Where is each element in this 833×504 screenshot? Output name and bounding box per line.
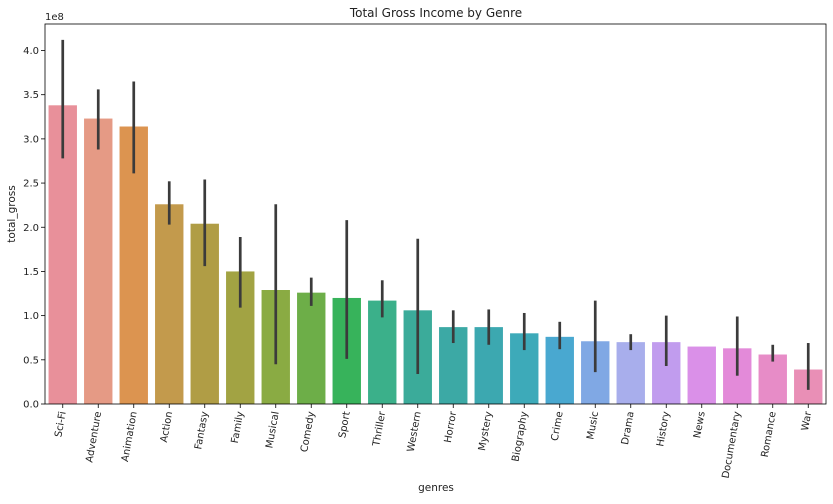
x-tick-label: Fantasy: [193, 411, 211, 451]
y-tick-label: 1.0: [23, 311, 39, 322]
bar-action: [155, 204, 184, 404]
x-tick-label: News: [692, 411, 708, 440]
x-tick-label: Sport: [337, 411, 353, 439]
error-bars-group: [61, 39, 810, 390]
plot-frame: [44, 23, 827, 405]
y-tick-label: 3.0: [23, 134, 39, 145]
y-tick-label: 1.5: [23, 267, 39, 278]
x-tick-label: Mystery: [477, 411, 495, 452]
x-tick-label: Documentary: [721, 411, 744, 480]
chart-title: Total Gross Income by Genre: [349, 6, 522, 20]
y-tick-label: 0.5: [23, 355, 39, 366]
bar-adventure: [84, 118, 113, 404]
x-axis-label: genres: [418, 482, 454, 494]
y-tick-label: 4.0: [23, 46, 39, 57]
y-axis-label: total_gross: [6, 185, 18, 242]
y-axis: 0.0 0.5 1.0 1.5 2.0 2.5 3.0 3.5 4.0: [23, 46, 45, 411]
x-tick-label: Music: [585, 411, 601, 441]
y-tick-label: 2.5: [23, 179, 39, 190]
x-tick-label: History: [655, 411, 672, 448]
x-tick-label: Animation: [120, 411, 140, 463]
bar-romance: [758, 354, 787, 404]
y-tick-label: 3.5: [23, 90, 39, 101]
x-tick-label: Family: [230, 411, 246, 445]
x-tick-label: Romance: [760, 411, 779, 459]
x-tick-label: Musical: [264, 411, 281, 450]
x-tick-label: Action: [159, 411, 175, 444]
y-scale-label: 1e8: [45, 12, 64, 23]
bar-thriller: [368, 300, 397, 404]
x-axis: Sci-Fi Adventure Animation Action Fantasy Fam…: [53, 404, 814, 479]
bar-drama: [616, 342, 645, 404]
x-tick-label: Drama: [620, 411, 637, 446]
x-tick-label: Thriller: [371, 410, 388, 448]
x-tick-label: Biography: [511, 411, 531, 463]
x-tick-label: War: [800, 410, 814, 432]
x-tick-label: Comedy: [299, 411, 317, 454]
y-tick-label: 2.0: [23, 223, 39, 234]
x-tick-label: Crime: [550, 411, 566, 442]
y-tick-label: 0.0: [23, 400, 39, 411]
x-tick-label: Western: [406, 411, 424, 453]
x-tick-label: Horror: [443, 410, 459, 444]
bar-comedy: [297, 292, 326, 404]
x-tick-label: Sci-Fi: [53, 411, 68, 439]
bars-group: [48, 105, 823, 405]
x-tick-label: Adventure: [84, 411, 104, 464]
bar-news: [687, 346, 716, 404]
